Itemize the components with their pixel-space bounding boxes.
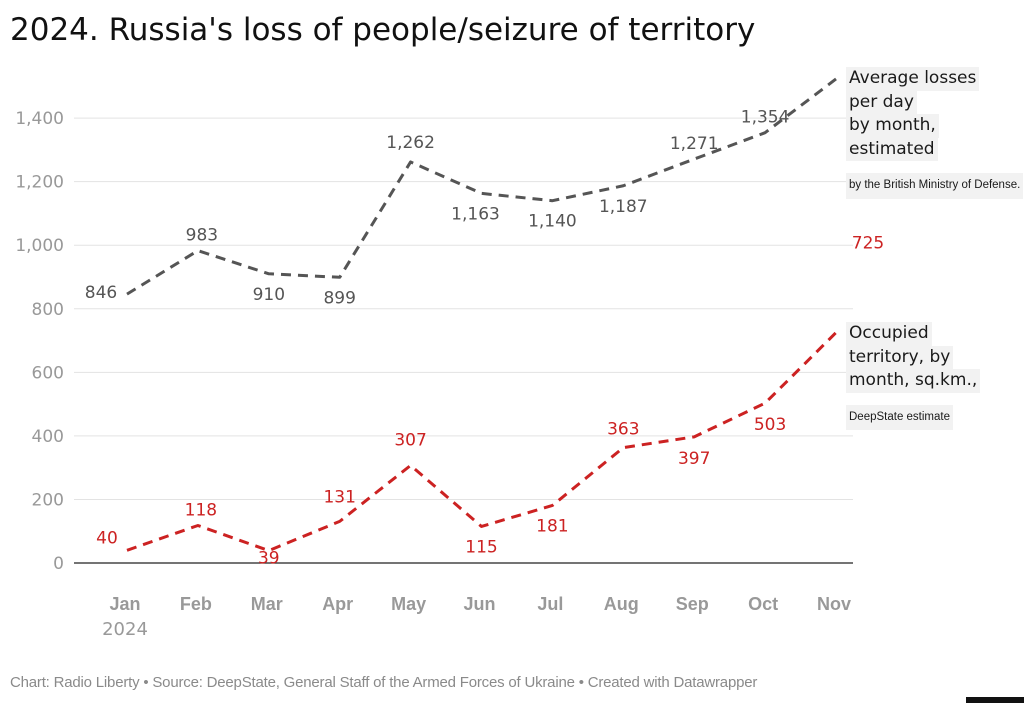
legend-losses-line-1: Average losses [846,67,980,91]
legend-territory-note: DeepState estimate [846,404,954,430]
y-tick-label: 400 [32,427,64,447]
territory-data-label: 307 [394,430,426,450]
y-tick-label: 200 [32,490,64,510]
legend-territory-line-2: territory, by [846,345,954,369]
territory-data-label: 131 [323,487,355,507]
territory-data-label: 181 [536,516,568,536]
x-tick-label: Jan [109,594,140,614]
source-credit: Chart: Radio Liberty • Source: DeepState… [10,674,758,691]
x-tick-label: Nov [817,594,851,614]
x-tick-label: Oct [748,594,778,614]
x-tick-label: Feb [180,594,212,614]
y-tick-label: 1,400 [15,109,64,129]
legend-losses-line-3: by month, [846,114,939,138]
losses-data-label: 983 [186,226,218,246]
x-tick-label: Mar [251,594,283,614]
legend-losses-line-2: per day [846,90,917,114]
losses-data-label: 1,163 [451,204,500,224]
territory-data-label: 40 [96,528,118,548]
territory-data-label: 363 [607,420,639,440]
x-tick-sublabel: 2024 [102,619,148,640]
y-tick-label: 800 [32,300,64,320]
losses-data-label: 1,271 [670,134,719,154]
x-tick-label: Sep [676,594,709,614]
x-tick-label: Jun [463,594,495,614]
territory-data-label: 725 [852,234,884,254]
publisher-logo [966,697,1024,703]
losses-data-label: 1,140 [528,212,577,232]
x-tick-label: May [391,594,426,614]
territory-data-label: 397 [678,449,710,469]
losses-data-label: 899 [323,288,355,308]
y-tick-label: 600 [32,363,64,383]
losses-data-label: 846 [85,283,117,303]
y-tick-label: 1,200 [15,173,64,193]
losses-data-label: 910 [253,285,285,305]
legend-territory-line-1: Occupied [846,322,932,346]
territory-data-label: 503 [754,415,786,435]
x-tick-label: Aug [604,594,639,614]
y-tick-label: 1,000 [15,236,64,256]
territory-data-label: 39 [258,549,280,569]
losses-data-label: 1,354 [741,108,790,128]
chart-title: 2024. Russia's loss of people/seizure of… [10,12,756,48]
legend-territory: Occupied territory, by month, sq.km., De… [846,322,981,430]
legend-losses: Average losses per day by month, estimat… [846,67,1024,199]
legend-losses-line-4: estimated [846,137,938,161]
x-tick-label: Jul [537,594,563,614]
x-tick-label: Apr [322,594,353,614]
y-tick-label: 0 [53,554,64,574]
losses-series-line [126,77,837,296]
territory-data-label: 115 [465,537,497,557]
legend-territory-line-3: month, sq.km., [846,369,981,393]
losses-data-label: 1,262 [386,133,435,153]
territory-data-label: 118 [185,500,217,520]
losses-data-label: 1,187 [599,197,648,217]
legend-losses-note: by the British Ministry of Defense. [846,173,1024,199]
territory-series-line [126,331,838,553]
